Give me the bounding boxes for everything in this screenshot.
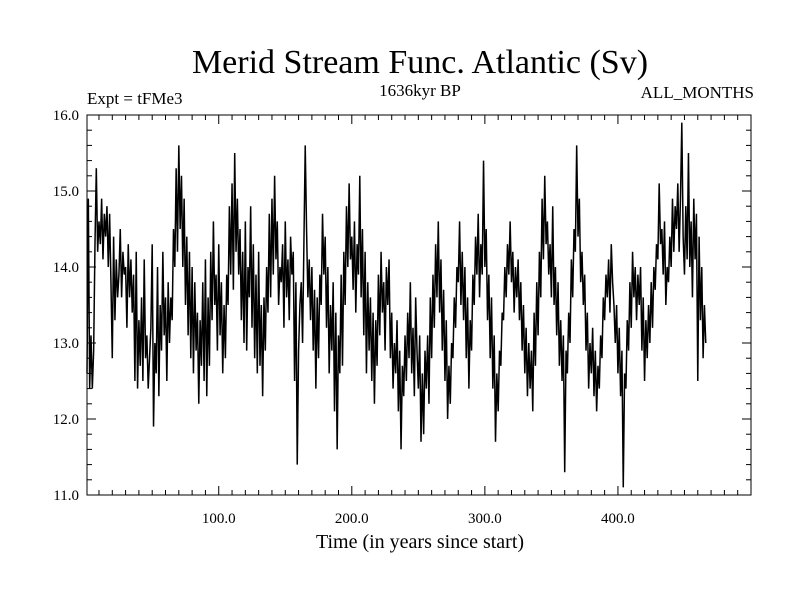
months-annotation: ALL_MONTHS — [641, 83, 754, 102]
x-tick-label: 400.0 — [601, 511, 635, 527]
x-tick-label: 100.0 — [202, 511, 236, 527]
y-tick-label: 14.0 — [53, 260, 79, 276]
y-tick-label: 13.0 — [53, 336, 79, 352]
series-layer — [86, 122, 707, 488]
series-line-0 — [86, 122, 707, 488]
expt-annotation: Expt = tFMe3 — [87, 89, 183, 108]
x-axis: 100.0 200.0 300.0 400.0 — [98, 115, 739, 527]
y-axis: 11.0 12.0 13.0 14.0 15.0 16.0 — [53, 108, 751, 504]
x-tick-label: 300.0 — [468, 511, 502, 527]
y-tick-label: 15.0 — [53, 184, 79, 200]
x-tick-label: 200.0 — [335, 511, 369, 527]
period-annotation: 1636kyr BP — [379, 81, 461, 100]
plot-frame — [86, 114, 752, 496]
chart-title: Merid Stream Func. Atlantic (Sv) — [192, 44, 648, 81]
y-tick-label: 11.0 — [53, 488, 79, 504]
y-tick-label: 16.0 — [53, 108, 79, 124]
x-axis-label: Time (in years since start) — [316, 531, 524, 553]
y-tick-label: 12.0 — [53, 412, 79, 428]
